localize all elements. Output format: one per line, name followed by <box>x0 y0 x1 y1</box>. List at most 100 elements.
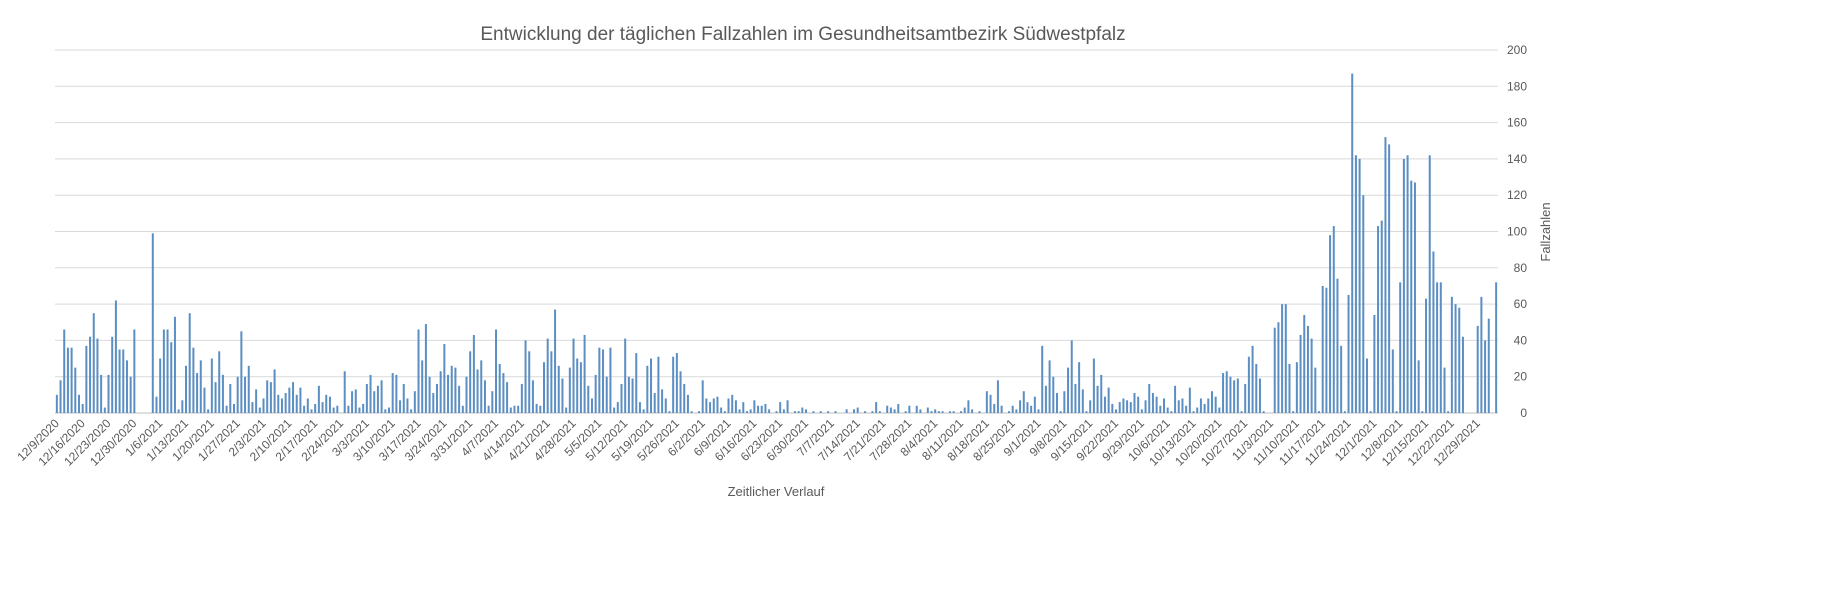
bar <box>100 374 103 413</box>
bar <box>362 403 365 413</box>
bar <box>1340 345 1343 413</box>
bar <box>513 405 516 413</box>
bar <box>162 329 165 413</box>
bar <box>1163 398 1166 413</box>
y-tick-label: 160 <box>1507 116 1527 130</box>
bar <box>565 407 568 413</box>
bar <box>690 411 693 413</box>
bar <box>657 356 660 413</box>
bar <box>1111 403 1114 413</box>
bar <box>465 376 468 413</box>
bar <box>111 336 114 413</box>
bar <box>734 400 737 413</box>
y-tick-label: 140 <box>1507 152 1527 166</box>
bar <box>118 349 121 413</box>
bar <box>1288 363 1291 413</box>
bar <box>1380 220 1383 413</box>
bar <box>188 313 191 413</box>
bar <box>1343 411 1346 413</box>
bar <box>886 405 889 413</box>
bar <box>103 407 106 413</box>
bar <box>491 391 494 413</box>
bar <box>358 407 361 413</box>
bar <box>531 380 534 413</box>
bar <box>1480 296 1483 413</box>
bar <box>1092 358 1095 413</box>
y-tick-label: 100 <box>1507 225 1527 239</box>
bar <box>627 376 630 413</box>
x-axis-ticks: 12/9/202012/16/202012/23/202012/30/20201… <box>14 416 1483 469</box>
y-tick-label: 180 <box>1507 79 1527 93</box>
bar <box>1011 405 1014 413</box>
bar <box>1240 411 1243 413</box>
bar <box>908 405 911 413</box>
bar <box>1244 383 1247 413</box>
bar <box>1484 340 1487 413</box>
bar <box>314 403 317 413</box>
bar <box>321 402 324 413</box>
bar <box>996 380 999 413</box>
bar <box>1458 307 1461 413</box>
bar <box>369 374 372 413</box>
bar <box>1251 345 1254 413</box>
bar <box>472 334 475 413</box>
bar <box>1188 387 1191 413</box>
bar <box>421 360 424 413</box>
bar <box>258 407 261 413</box>
bar <box>853 409 856 413</box>
bar <box>159 358 162 413</box>
bar <box>760 405 763 413</box>
bar <box>572 338 575 413</box>
bar <box>424 324 427 413</box>
bar <box>705 398 708 413</box>
bar <box>712 398 715 413</box>
bar <box>273 369 276 413</box>
bar <box>993 403 996 413</box>
bar <box>1225 371 1228 413</box>
bar <box>827 411 830 413</box>
bar <box>985 391 988 413</box>
bar <box>960 411 963 413</box>
bar <box>1395 411 1398 413</box>
bar <box>542 362 545 413</box>
bar <box>185 365 188 413</box>
bar <box>1365 358 1368 413</box>
bar <box>1218 407 1221 413</box>
bar <box>834 411 837 413</box>
bar <box>1192 411 1195 413</box>
bar <box>1425 298 1428 413</box>
bar <box>1151 393 1154 413</box>
y-tick-label: 0 <box>1520 406 1527 420</box>
bar <box>1354 155 1357 413</box>
bar <box>1332 226 1335 413</box>
bar <box>557 365 560 413</box>
bar <box>1222 373 1225 413</box>
bar <box>561 378 564 413</box>
bar <box>889 407 892 413</box>
bar <box>443 344 446 413</box>
bar <box>764 403 767 413</box>
bar <box>805 409 808 413</box>
bar <box>218 351 221 413</box>
bar <box>937 411 940 413</box>
bar <box>934 409 937 413</box>
bar <box>432 393 435 413</box>
bar <box>428 376 431 413</box>
bar <box>435 383 438 413</box>
bar <box>587 385 590 413</box>
bar <box>1273 327 1276 413</box>
bar <box>594 374 597 413</box>
bar <box>351 391 354 413</box>
bar <box>1096 385 1099 413</box>
bar <box>1052 376 1055 413</box>
bar <box>92 313 95 413</box>
bar <box>1055 393 1058 413</box>
bar <box>1026 402 1029 413</box>
bar <box>395 374 398 413</box>
bar <box>679 371 682 413</box>
bar <box>458 385 461 413</box>
bar <box>1384 137 1387 413</box>
bar <box>96 338 99 413</box>
bar <box>1207 398 1210 413</box>
